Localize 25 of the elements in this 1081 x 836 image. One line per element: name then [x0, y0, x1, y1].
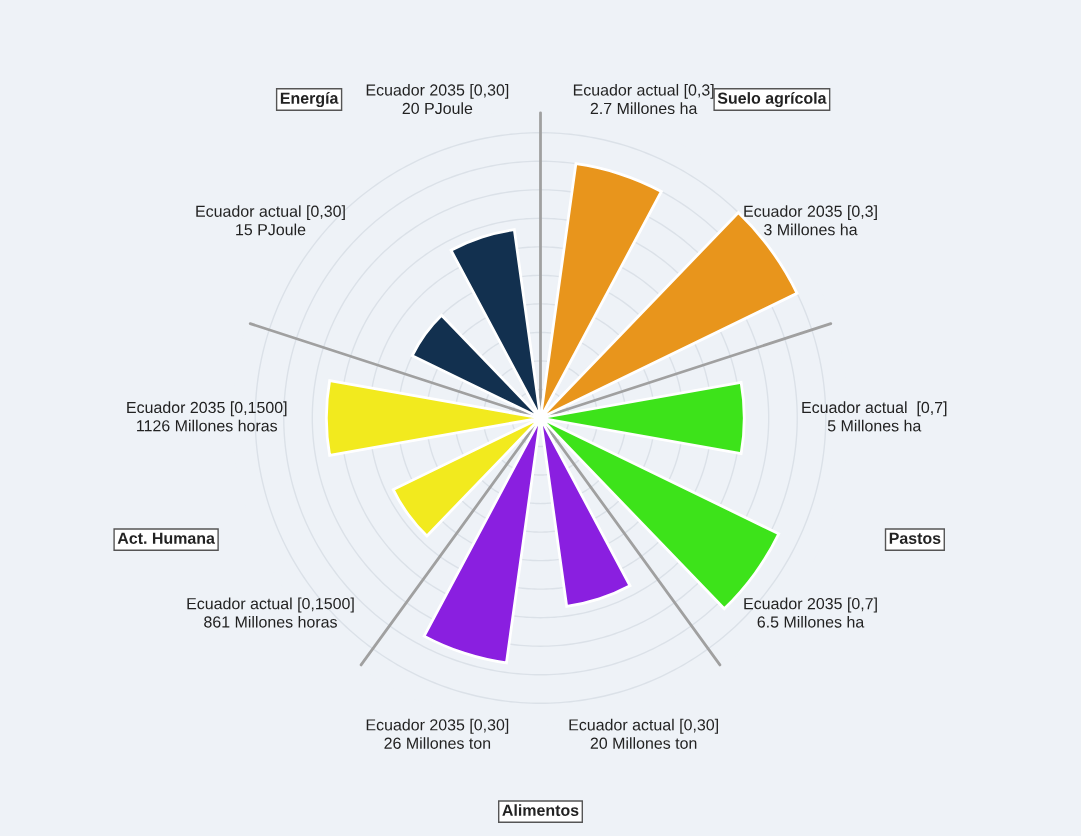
- category-label: Ecuador actual [0,30]: [196, 205, 345, 221]
- data-label: 20 Millones ton: [590, 737, 697, 749]
- data-label: 3 Millones ha: [764, 223, 858, 236]
- data-label: 6.5 Millones ha: [757, 615, 865, 628]
- category-label: Ecuador 2035 [0,7]: [744, 597, 877, 613]
- data-label: 2.7 Millones ha: [590, 102, 698, 115]
- category-label: Ecuador 2035 [0,3]: [744, 205, 877, 221]
- category-label: Ecuador 2035 [0,1500]: [127, 401, 287, 417]
- data-label: 5 Millones ha: [827, 419, 922, 432]
- text: Pastos: [889, 532, 941, 544]
- text: Suelo agrícola: [717, 91, 827, 108]
- data-label: 1126 Millones horas: [137, 419, 278, 432]
- text: Alimentos: [502, 804, 579, 816]
- category-label: Ecuador actual [0,1500]: [187, 597, 354, 613]
- text: Energía: [280, 91, 339, 108]
- data-label: 20 PJoule: [402, 102, 473, 115]
- category-label: Ecuador actual [0,3]: [573, 83, 714, 99]
- category-label: Ecuador 2035 [0,30]: [366, 83, 509, 99]
- category-label: Ecuador actual [0,30]: [569, 718, 718, 734]
- data-label: 15 PJoule: [236, 223, 306, 236]
- data-label: 26 Millones ton: [384, 737, 491, 749]
- category-label: Ecuador 2035 [0,30]: [366, 718, 509, 734]
- category-label: Ecuador actual [0,7]: [802, 401, 947, 417]
- text: Act. Humana: [117, 532, 216, 544]
- data-label: 861 Millones horas: [204, 615, 337, 628]
